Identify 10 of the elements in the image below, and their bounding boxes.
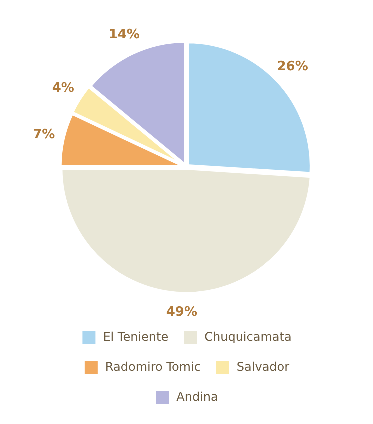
data-label: 26% <box>277 60 308 75</box>
legend-label: El Teniente <box>103 330 169 344</box>
legend-label: Salvador <box>236 360 290 374</box>
data-label: 7% <box>33 128 56 143</box>
data-label: 4% <box>52 81 74 96</box>
data-label: 14% <box>108 27 140 42</box>
legend-label: Radomiro Tomic <box>105 360 201 374</box>
legend-label: Chuquicamata <box>204 330 292 344</box>
legend-label: Andina <box>176 390 218 404</box>
data-label: 49% <box>166 305 198 320</box>
